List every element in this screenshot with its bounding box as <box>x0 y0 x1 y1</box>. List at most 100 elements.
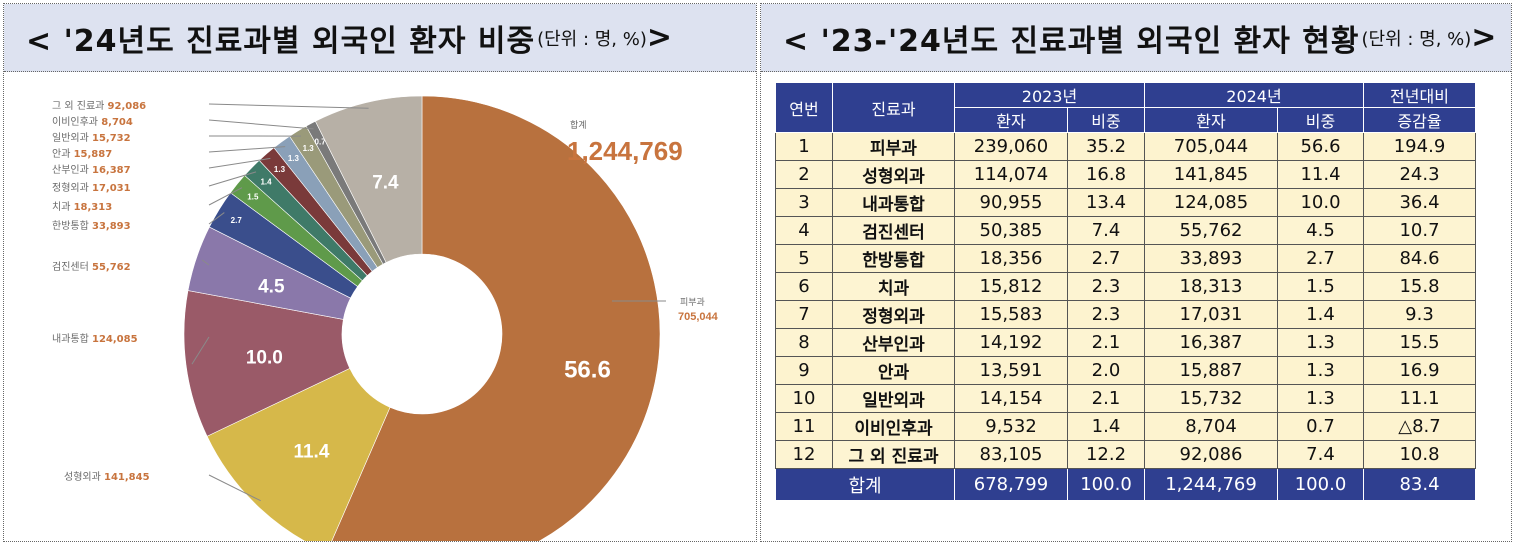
row-2024-patients: 15,732 <box>1144 384 1278 413</box>
right-title: < '23-'24년도 진료과별 외국인 환자 현황 (단위 : 명, %) > <box>761 4 1511 72</box>
callout-label: 일반외과 15,732 <box>52 132 131 144</box>
row-2023-share: 2.1 <box>1067 328 1145 357</box>
row-2023-share: 16.8 <box>1067 160 1145 189</box>
callout-line <box>208 171 257 187</box>
slice-value-label: 1.5 <box>247 192 259 201</box>
callout-label: 내과통합 124,085 <box>52 333 138 345</box>
slice-value-label: 4.5 <box>258 276 285 297</box>
row-2023-share: 2.1 <box>1067 384 1145 413</box>
table-row: 3 내과통합 90,955 13.4 124,085 10.0 36.4 <box>775 188 1476 217</box>
row-2024-patients: 705,044 <box>1144 132 1278 161</box>
callout-label: 산부인과 16,387 <box>52 164 131 176</box>
row-2024-patients: 15,887 <box>1144 356 1278 385</box>
slice-3 <box>183 290 351 437</box>
callout-line <box>208 212 225 225</box>
left-panel: < '24년도 진료과별 외국인 환자 비중 (단위 : 명, %) > 56.… <box>3 3 757 542</box>
left-title-unit: (단위 : 명, %) <box>537 28 647 50</box>
row-2023-patients: 239,060 <box>954 132 1068 161</box>
callout-label: 검진센터 55,762 <box>52 261 131 273</box>
row-2024-patients: 55,762 <box>1144 216 1278 245</box>
slice-value-label: 1.3 <box>303 144 315 153</box>
table-row: 1 피부과 239,060 35.2 705,044 56.6 194.9 <box>775 132 1476 161</box>
row-no: 10 <box>775 384 833 413</box>
callout-line <box>208 119 314 130</box>
row-2024-share: 0.7 <box>1277 412 1364 441</box>
header-2024-share: 비중 <box>1277 107 1364 133</box>
table-row: 11 이비인후과 9,532 1.4 8,704 0.7 △8.7 <box>775 412 1476 441</box>
callout-line <box>191 336 210 365</box>
total-change: 83.4 <box>1363 468 1476 501</box>
row-2023-patients: 83,105 <box>954 440 1068 469</box>
row-dept: 이비인후과 <box>832 412 955 441</box>
row-no: 9 <box>775 356 833 385</box>
slice-value-label: 1.4 <box>260 178 272 187</box>
header-no: 연번 <box>775 82 833 133</box>
slice-12 <box>314 95 423 263</box>
row-dept: 검진센터 <box>832 216 955 245</box>
header-change-1: 전년대비 <box>1363 82 1476 108</box>
header-change-2: 증감율 <box>1363 107 1476 133</box>
header-2023: 2023년 <box>954 82 1145 108</box>
table-row: 9 안과 13,591 2.0 15,887 1.3 16.9 <box>775 356 1476 385</box>
slice-value-label: 10.0 <box>246 348 283 369</box>
row-2024-share: 7.4 <box>1277 440 1364 469</box>
row-2024-patients: 141,845 <box>1144 160 1278 189</box>
slice-1 <box>331 95 661 541</box>
stats-table: 연번 진료과 2023년 2024년 전년대비 환자 비중 환자 비중 증감율 … <box>775 82 1476 501</box>
row-no: 12 <box>775 440 833 469</box>
header-2023-patients: 환자 <box>954 107 1068 133</box>
header-2024: 2024년 <box>1144 82 1364 108</box>
row-2023-share: 7.4 <box>1067 216 1145 245</box>
row-2023-patients: 9,532 <box>954 412 1068 441</box>
row-change: 10.7 <box>1363 216 1476 245</box>
row-dept: 일반외과 <box>832 384 955 413</box>
callout-count: 705,044 <box>678 311 719 323</box>
row-2024-patients: 18,313 <box>1144 272 1278 301</box>
left-title-end: > <box>646 20 673 55</box>
table-row: 10 일반외과 14,154 2.1 15,732 1.3 11.1 <box>775 384 1476 413</box>
callout-line <box>201 259 210 266</box>
row-change: 10.8 <box>1363 440 1476 469</box>
right-title-end: > <box>1471 20 1497 55</box>
row-no: 3 <box>775 188 833 217</box>
row-2023-patients: 50,385 <box>954 216 1068 245</box>
row-2023-patients: 18,356 <box>954 244 1068 273</box>
row-2023-patients: 14,154 <box>954 384 1068 413</box>
total-2024-share: 100.0 <box>1277 468 1364 501</box>
left-title: < '24년도 진료과별 외국인 환자 비중 (단위 : 명, %) > <box>4 4 756 72</box>
row-dept: 피부과 <box>832 132 955 161</box>
row-2023-patients: 15,583 <box>954 300 1068 329</box>
callout-label: 그 외 진료과 92,086 <box>52 100 146 112</box>
row-2023-patients: 13,591 <box>954 356 1068 385</box>
total-label: 합계 <box>570 119 587 131</box>
row-change: 36.4 <box>1363 188 1476 217</box>
row-dept: 성형외과 <box>832 160 955 189</box>
row-2023-patients: 90,955 <box>954 188 1068 217</box>
row-change: 24.3 <box>1363 160 1476 189</box>
right-title-unit: (단위 : 명, %) <box>1361 28 1472 50</box>
row-2024-share: 1.4 <box>1277 300 1364 329</box>
header-dept: 진료과 <box>832 82 955 133</box>
callout-line <box>208 146 286 153</box>
callout-label: 이비인후과 8,704 <box>52 116 133 128</box>
row-2024-patients: 92,086 <box>1144 440 1278 469</box>
callout-line <box>208 103 369 109</box>
row-change: 15.5 <box>1363 328 1476 357</box>
table-row: 12 그 외 진료과 83,105 12.2 92,086 7.4 10.8 <box>775 440 1476 469</box>
row-change: 9.3 <box>1363 300 1476 329</box>
row-2024-share: 11.4 <box>1277 160 1364 189</box>
row-2023-share: 12.2 <box>1067 440 1145 469</box>
row-2023-share: 2.0 <box>1067 356 1145 385</box>
callout-name: 피부과 <box>680 297 705 308</box>
row-no: 4 <box>775 216 833 245</box>
row-2024-share: 1.5 <box>1277 272 1364 301</box>
row-dept: 그 외 진료과 <box>832 440 955 469</box>
header-2023-share: 비중 <box>1067 107 1145 133</box>
row-no: 11 <box>775 412 833 441</box>
right-panel: < '23-'24년도 진료과별 외국인 환자 현황 (단위 : 명, %) >… <box>760 3 1512 542</box>
donut-chart: 56.6 피부과 705,044 11.4 성형외과 141,845 10.0 내과통합 1… <box>52 95 719 541</box>
row-2024-share: 10.0 <box>1277 188 1364 217</box>
row-dept: 치과 <box>832 272 955 301</box>
row-dept: 안과 <box>832 356 955 385</box>
row-no: 5 <box>775 244 833 273</box>
